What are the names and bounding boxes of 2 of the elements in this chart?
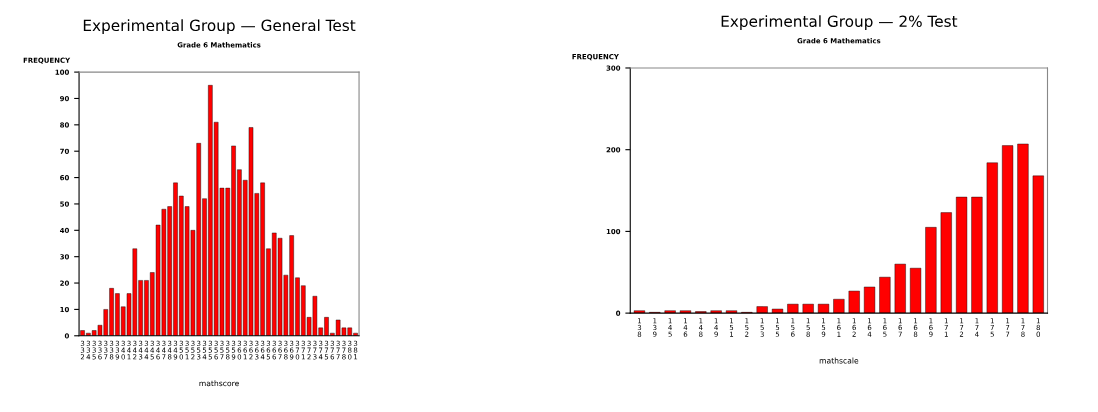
- chart-title: Experimental Group — 2% Test: [721, 15, 958, 30]
- chart-title: Experimental Group — General Test: [83, 19, 356, 35]
